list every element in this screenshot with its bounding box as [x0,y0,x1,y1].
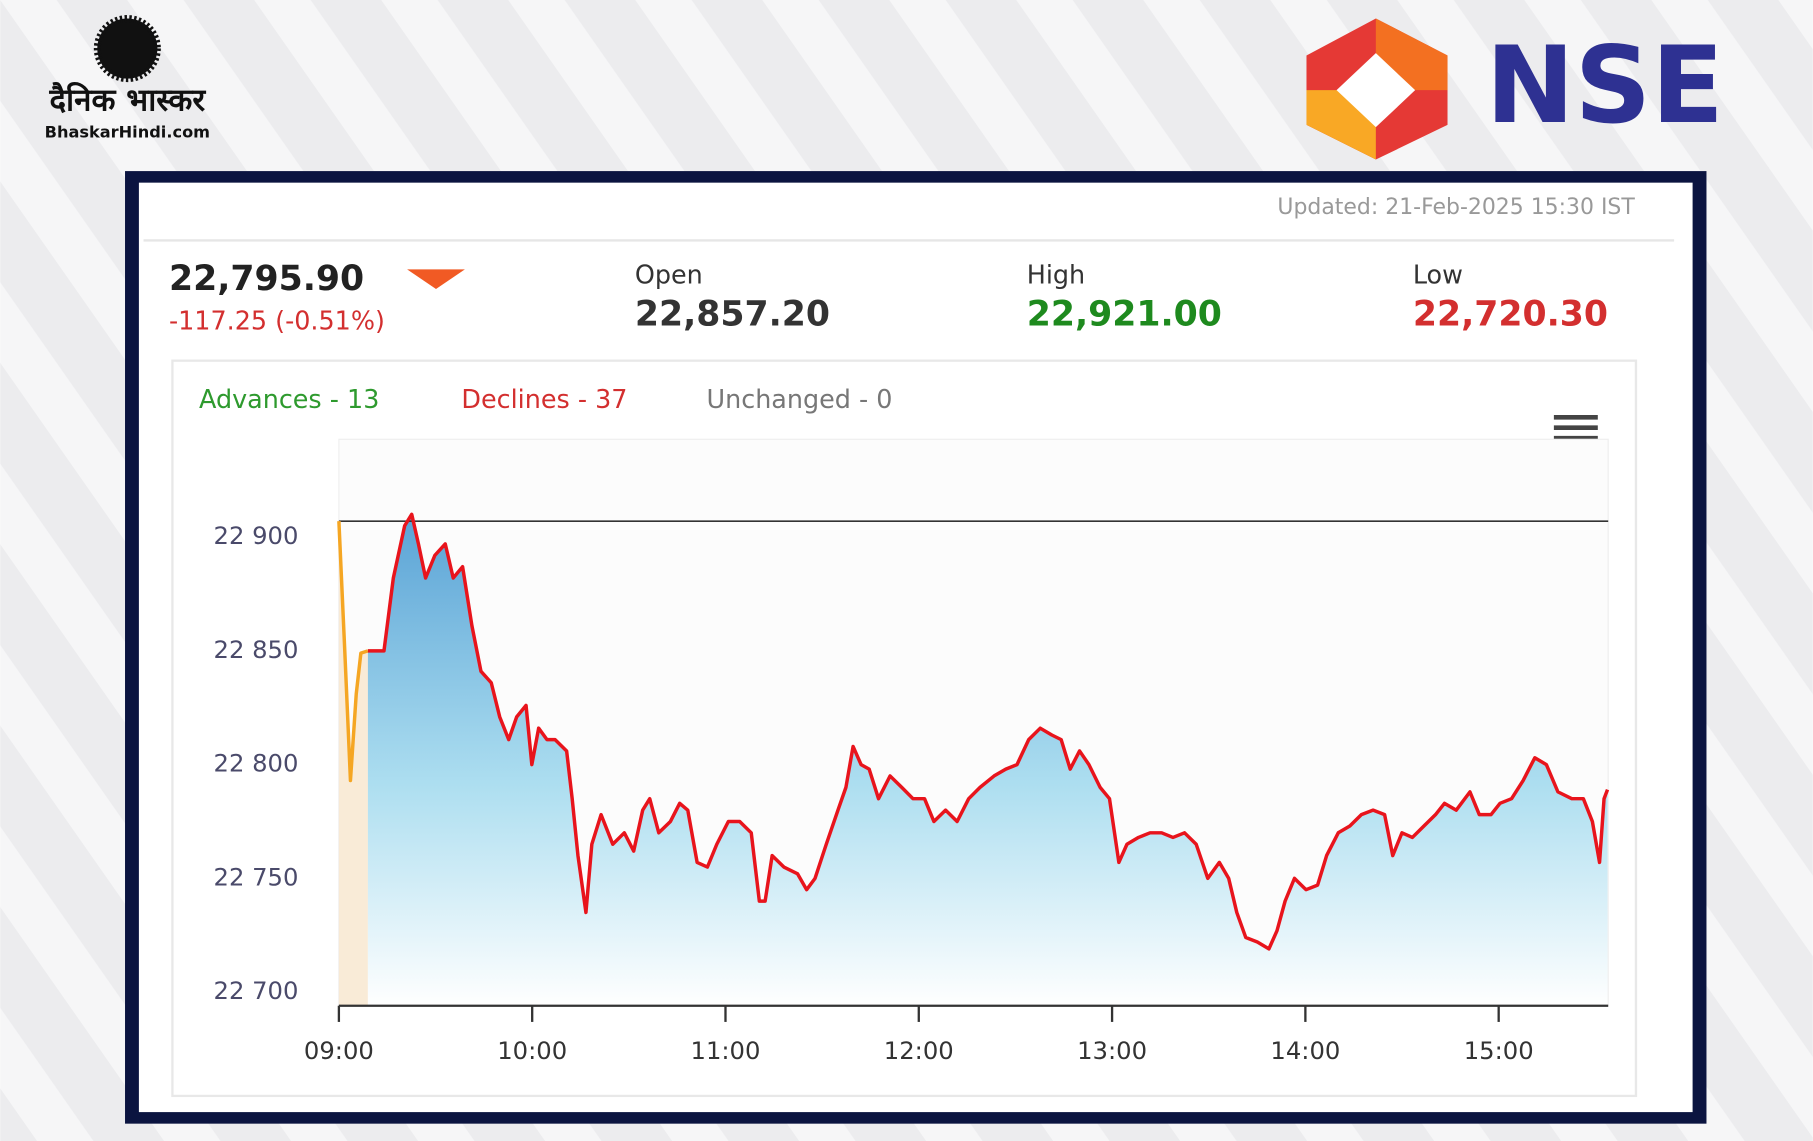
low-label: Low [1413,259,1463,289]
low-value: 22,720.30 [1413,295,1608,335]
high-value: 22,921.00 [1027,295,1222,335]
y-tick-label: 22 850 [214,635,299,664]
brand-name: दैनिक भास्कर [48,82,206,119]
y-tick-label: 22 900 [214,521,299,550]
brand-site: BhaskarHindi.com [45,122,210,141]
x-tick-label: 15:00 [1464,1036,1534,1065]
last-price: 22,795.90 [169,259,364,299]
x-tick-label: 12:00 [884,1036,954,1065]
y-tick-label: 22 800 [214,749,299,778]
exchange-name: NSE [1486,24,1724,148]
x-tick-label: 09:00 [304,1036,374,1065]
open-label: Open [635,259,703,289]
menu-button[interactable] [1553,415,1598,441]
high-label: High [1027,259,1085,289]
chart: 22 700 22 750 22 800 22 850 22 900 09:00 10:00… [214,512,1610,1065]
x-tick-label: 10:00 [497,1036,567,1065]
area [338,521,368,1006]
bhaskar-logo: दैनिक भास्कर BhaskarHindi.com [45,15,210,141]
change: -117.25 (-0.51%) [169,306,385,336]
nse-logo: NSE [1306,18,1724,160]
declines: Declines - 37 [461,384,627,414]
x-tick-label: 14:00 [1270,1036,1340,1065]
price-line [367,512,1610,951]
unchanged: Unchanged - 0 [707,384,893,414]
open-value: 22,857.20 [635,295,830,335]
down-arrow [407,269,465,290]
y-tick-label: 22 700 [214,976,299,1005]
y-tick-label: 22 750 [214,862,299,891]
advances: Advances - 13 [199,384,379,414]
price-line [337,521,369,783]
x-tick-label: 11:00 [691,1036,761,1065]
updated: Updated: 21-Feb-2025 15:30 IST [1277,195,1635,220]
x-tick-label: 13:00 [1077,1036,1147,1065]
